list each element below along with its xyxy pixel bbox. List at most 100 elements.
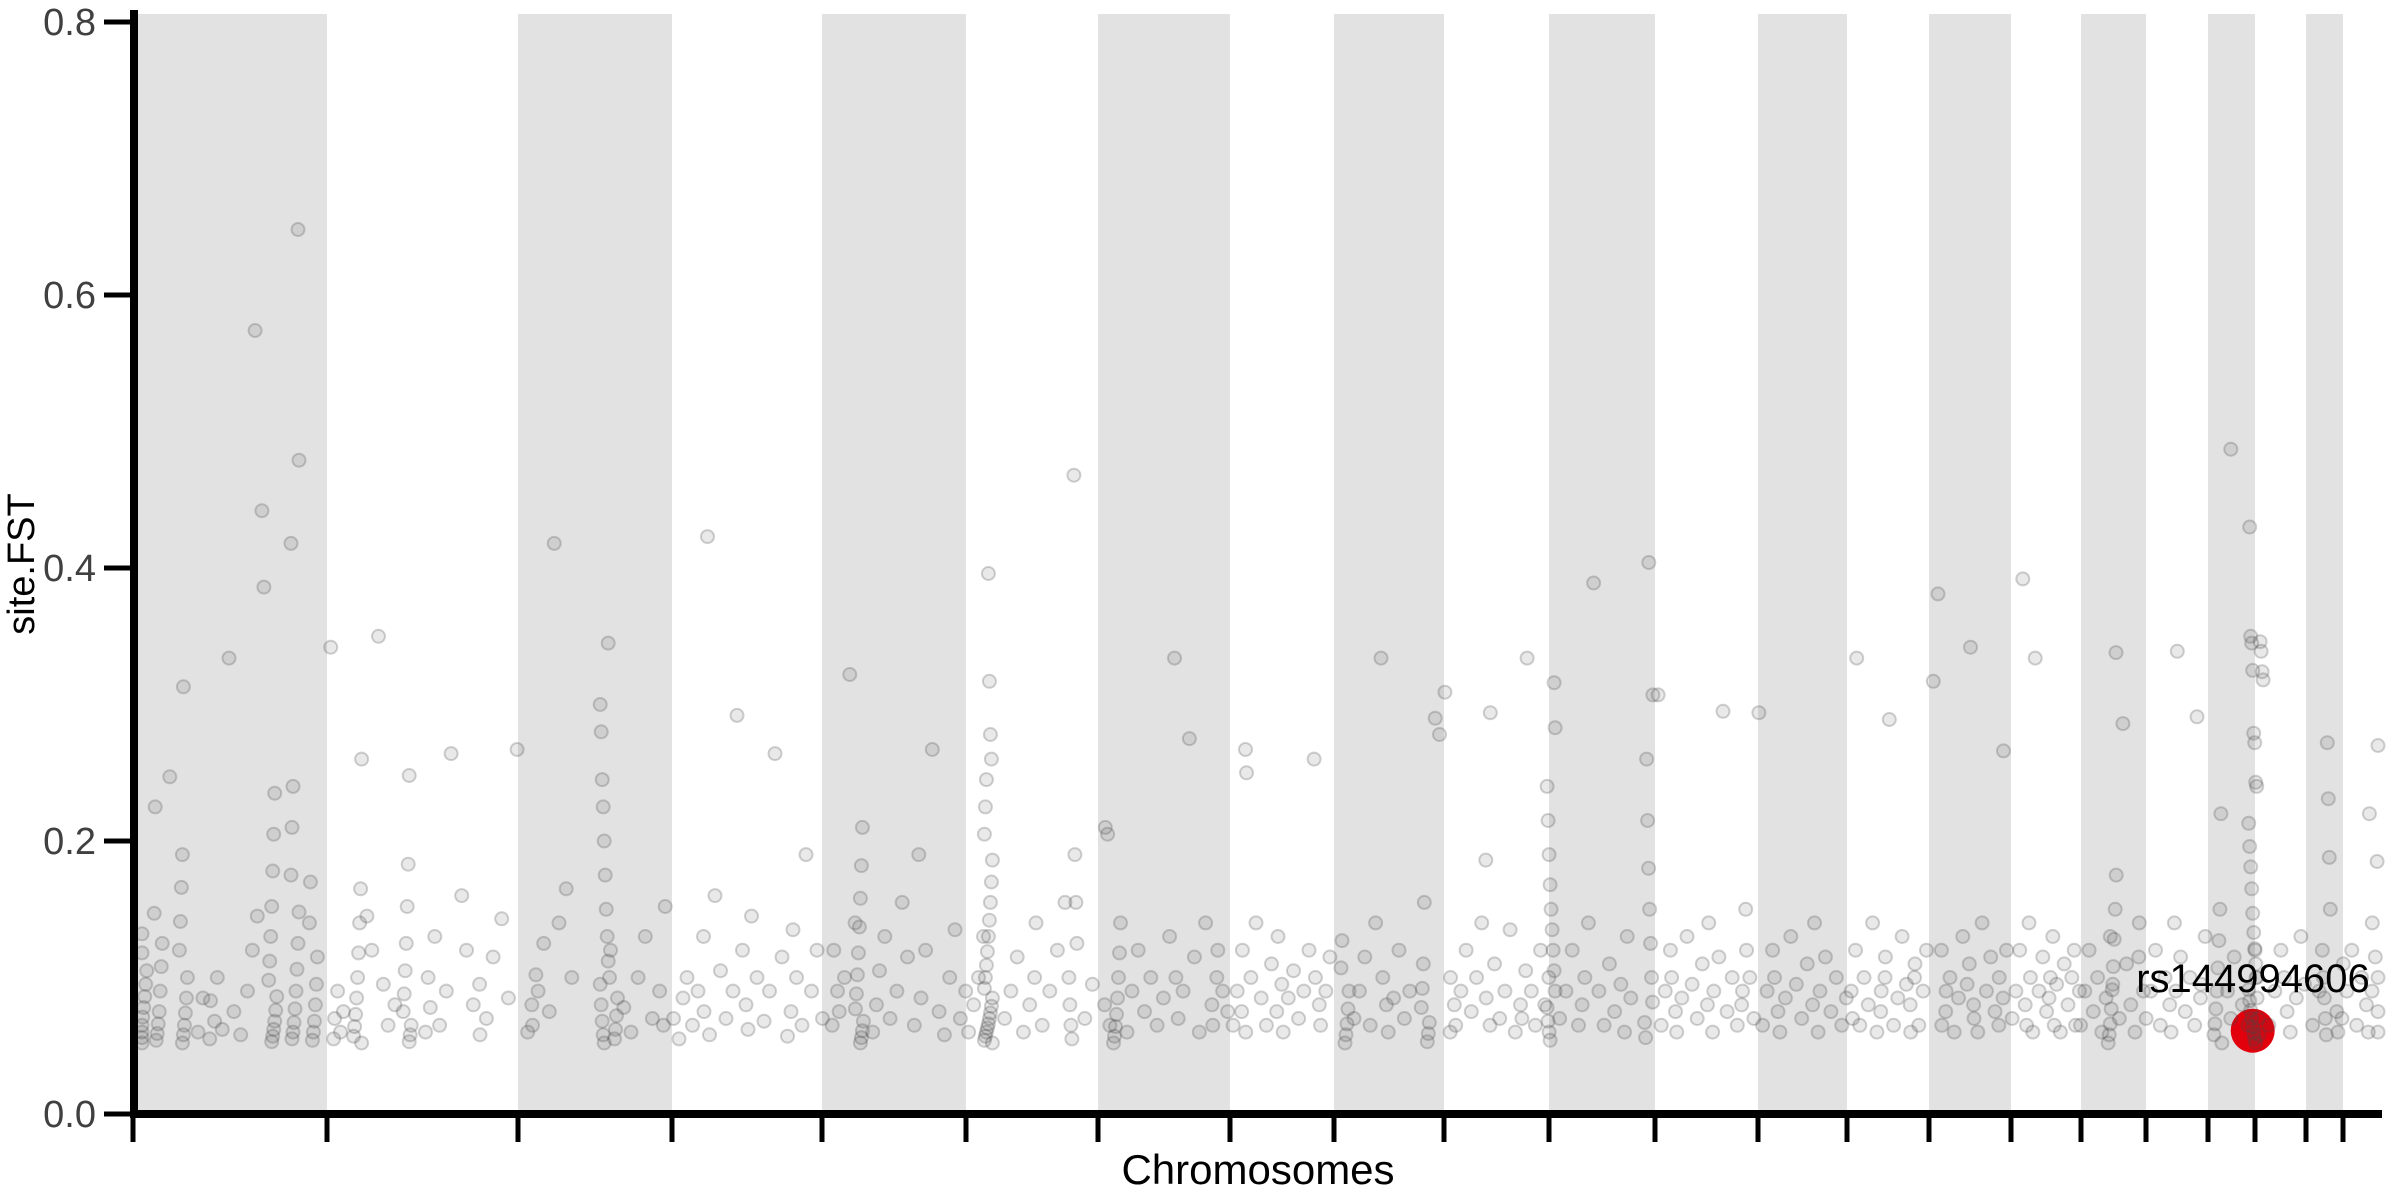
data-point (347, 1019, 363, 1035)
data-point (593, 724, 609, 740)
data-point (399, 899, 415, 914)
data-point (594, 772, 610, 788)
data-point (265, 1028, 281, 1044)
data-point (1902, 997, 1918, 1013)
data-point (2248, 1035, 2264, 1051)
data-point (630, 970, 646, 985)
data-point (1402, 983, 1418, 999)
data-point (2162, 997, 2178, 1013)
data-point (2242, 993, 2258, 1009)
data-point (1607, 1004, 1623, 1020)
data-point (2166, 915, 2182, 931)
data-point (997, 1011, 1013, 1026)
data-point (286, 1015, 302, 1030)
data-point (2004, 1011, 2020, 1026)
data-point (2317, 1011, 2333, 1026)
data-point (1865, 915, 1881, 931)
data-point (1574, 997, 1590, 1013)
data-point (2223, 441, 2239, 457)
data-point (1527, 1017, 1543, 1033)
data-point (1738, 901, 1754, 917)
data-point (285, 778, 301, 794)
data-point (1229, 983, 1245, 999)
data-point (1339, 1016, 1355, 1032)
data-point (1258, 1017, 1274, 1033)
data-point (1543, 901, 1559, 917)
data-point (1286, 963, 1301, 979)
data-point (2052, 1024, 2068, 1040)
data-point (309, 949, 325, 965)
data-point (1799, 956, 1815, 972)
data-point (696, 929, 711, 944)
data-point (1711, 949, 1727, 965)
data-point (1552, 1011, 1568, 1026)
data-point (942, 970, 958, 985)
data-point (1619, 929, 1635, 944)
data-point (1318, 983, 1334, 999)
data-point (2253, 643, 2269, 659)
data-point (558, 881, 574, 897)
data-point (438, 983, 454, 999)
data-point (872, 963, 887, 979)
data-point (2293, 929, 2309, 944)
data-point (2064, 970, 2080, 985)
data-point (1999, 942, 2014, 958)
data-point (2119, 956, 2134, 972)
data-point (977, 799, 993, 815)
chromosome-band-9 (1334, 14, 1444, 1110)
data-point (264, 1034, 280, 1050)
data-point (1890, 990, 1906, 1006)
data-point (1938, 1004, 1954, 1020)
data-point (2354, 970, 2370, 985)
data-point (981, 673, 997, 689)
data-point (306, 1013, 322, 1029)
data-point (2247, 941, 2263, 957)
data-point (2243, 859, 2259, 875)
data-point (700, 529, 715, 545)
data-point (1545, 942, 1561, 958)
data-point (2098, 990, 2114, 1006)
data-point (918, 942, 934, 958)
data-point (1143, 970, 1159, 985)
data-point (2248, 956, 2264, 972)
data-point (1963, 639, 1978, 655)
data-point (1751, 705, 1767, 721)
data-point (982, 894, 998, 910)
x-tick (963, 1118, 969, 1142)
snp-label: rs144994606 (2136, 957, 2370, 1001)
data-point (961, 1024, 977, 1040)
data-point (2046, 1017, 2062, 1033)
data-point (2250, 1011, 2266, 1026)
data-point (1877, 949, 1893, 965)
data-point (146, 905, 162, 921)
data-point (564, 970, 580, 985)
data-point (2100, 1035, 2116, 1051)
data-point (2247, 1031, 2263, 1047)
data-point (1497, 983, 1513, 999)
data-point (1894, 929, 1910, 944)
x-tick (1095, 1118, 1101, 1142)
data-point (595, 799, 611, 815)
data-point (594, 1013, 610, 1029)
data-point (1205, 1017, 1221, 1033)
data-point (308, 976, 324, 992)
data-point (1788, 976, 1804, 992)
x-tick (1227, 1118, 1233, 1142)
data-point (2249, 990, 2265, 1006)
data-point (657, 899, 673, 914)
data-point (1253, 990, 1269, 1006)
data-point (2212, 901, 2228, 917)
data-point (655, 1017, 671, 1033)
data-point (1243, 970, 1259, 985)
data-point (1015, 1024, 1031, 1040)
data-point (1942, 970, 1958, 985)
data-point (2039, 1004, 2055, 1020)
data-point (1458, 942, 1474, 958)
data-point (2244, 1011, 2260, 1026)
data-point (2242, 839, 2258, 854)
data-point (524, 997, 540, 1013)
data-point (150, 1016, 166, 1032)
chromosome-band-13 (1758, 14, 1847, 1110)
data-point (2103, 1001, 2119, 1017)
data-point (2105, 959, 2121, 975)
